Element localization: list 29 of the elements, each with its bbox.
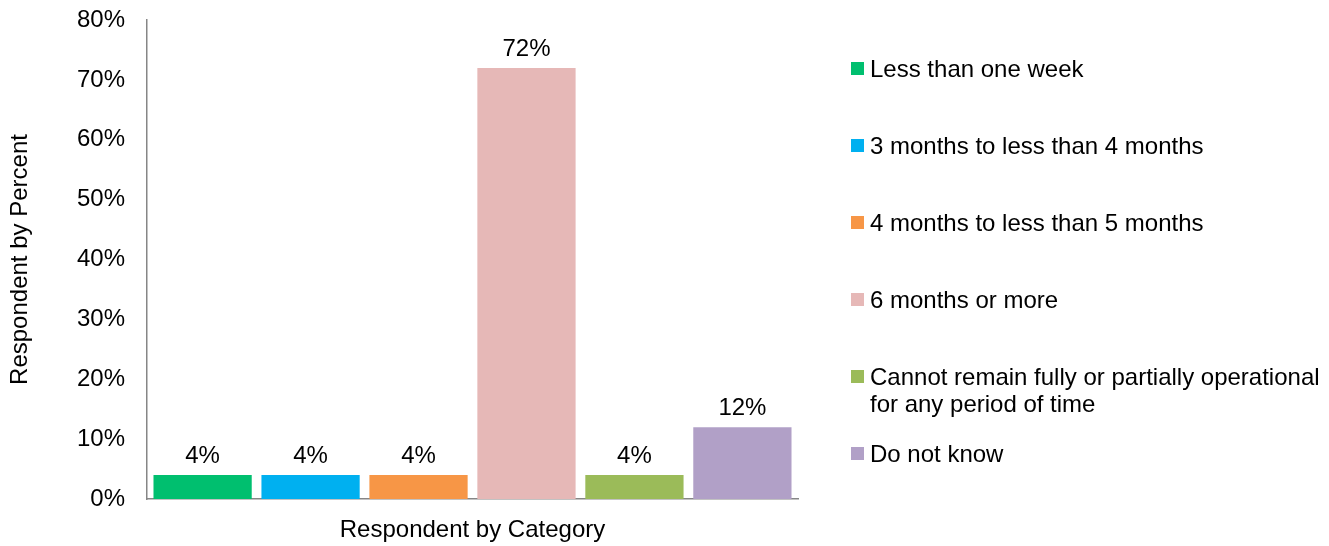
y-tick-label: 50%	[76, 184, 125, 212]
y-tick-label: 30%	[76, 304, 125, 331]
y-tick-label: 10%	[76, 423, 125, 451]
y-tick-label: 60%	[76, 124, 125, 152]
legend-label: Less than one week	[870, 54, 1085, 82]
bar	[585, 475, 684, 499]
bar	[477, 67, 576, 499]
data-label: 72%	[502, 33, 551, 61]
data-label: 4%	[401, 440, 436, 468]
legend-label: Cannot remain fully or partially operational for any period of time	[870, 362, 1321, 417]
x-axis-title: Respondent by Category	[339, 515, 606, 543]
y-tick-label: 70%	[76, 64, 125, 92]
y-axis-title: Respondent by Percent	[5, 133, 33, 385]
data-label: 4%	[617, 440, 652, 468]
legend-label: 4 months to less than 5 months	[870, 208, 1205, 236]
y-tick-label: 80%	[76, 4, 125, 32]
y-tick-label: 0%	[90, 483, 125, 511]
bar	[153, 475, 252, 499]
bar	[369, 475, 468, 499]
bar	[693, 427, 792, 499]
data-label: 4%	[293, 440, 328, 468]
y-tick-label: 20%	[76, 363, 125, 391]
bar	[261, 475, 360, 499]
y-tick-label: 40%	[76, 244, 125, 272]
data-label: 12%	[718, 392, 767, 420]
data-label: 4%	[185, 440, 220, 468]
legend-label: 3 months to less than 4 months	[870, 131, 1205, 159]
legend-label: Do not know	[870, 439, 1005, 467]
legend-label: 6 months or more	[870, 285, 1060, 313]
